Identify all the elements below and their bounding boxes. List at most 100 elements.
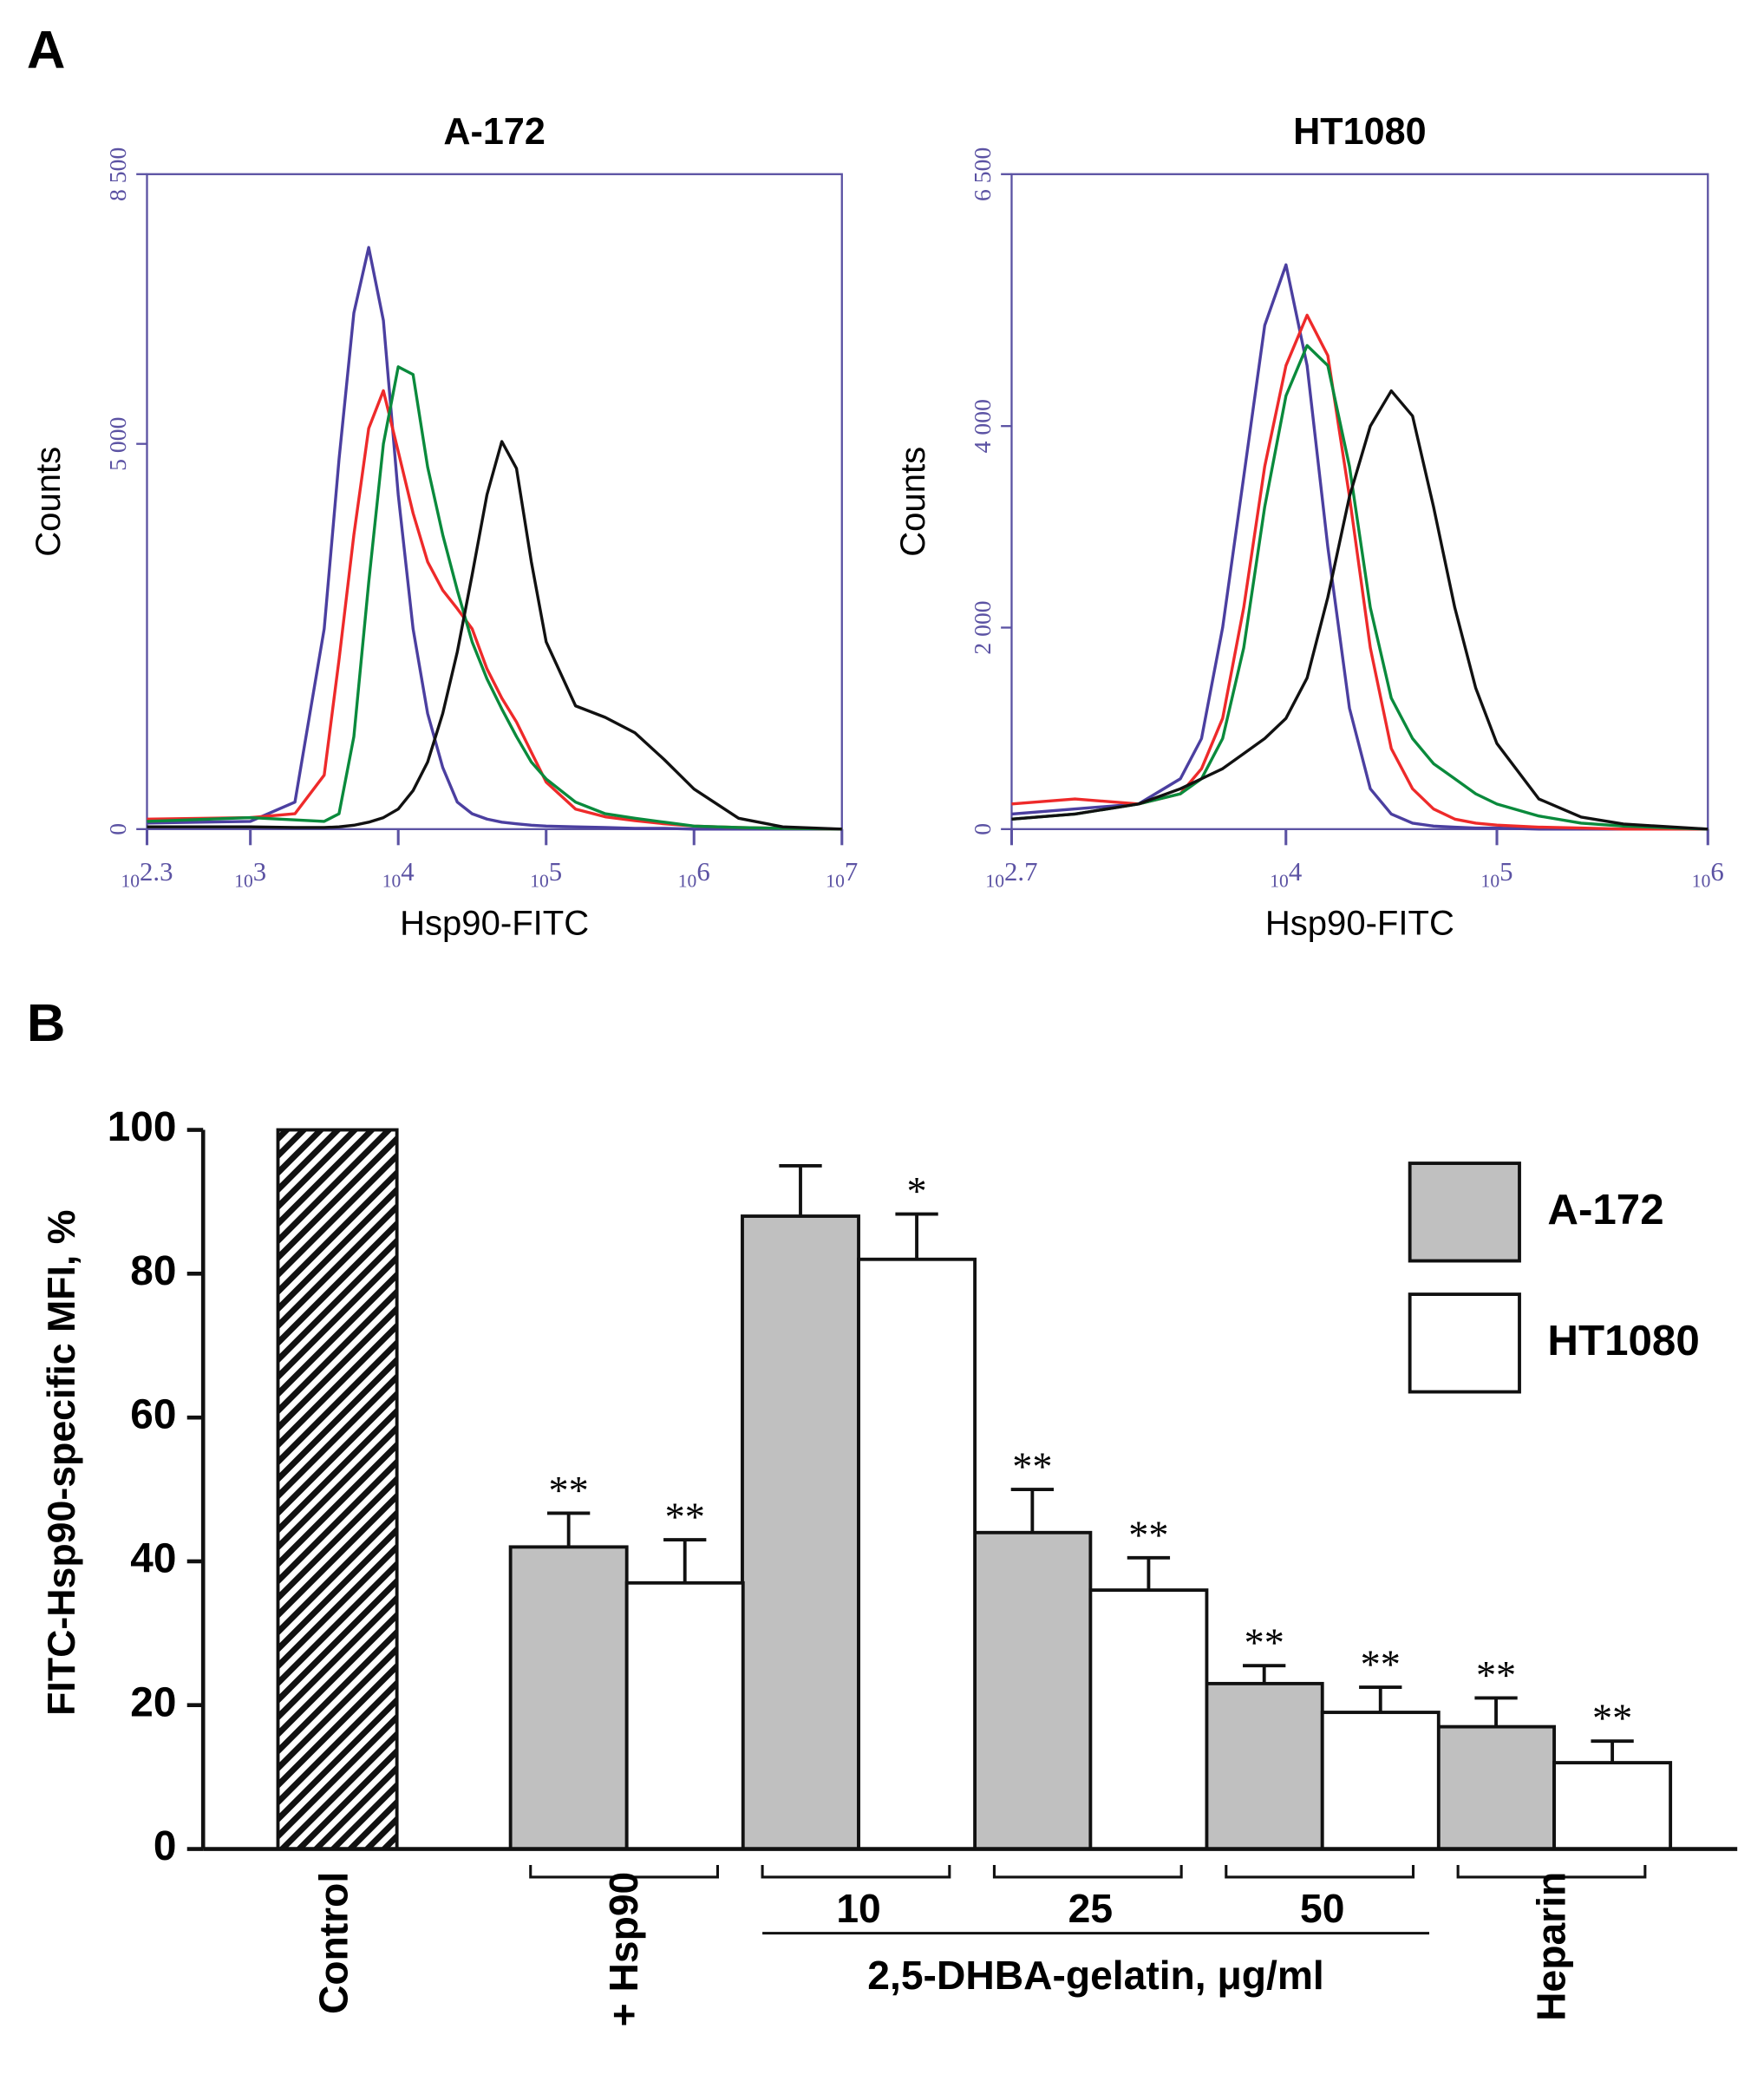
tick-base: 10 xyxy=(826,870,845,891)
error-bar xyxy=(1359,1685,1402,1713)
tick-base: 10 xyxy=(1481,870,1500,891)
tick-exponent: 7 xyxy=(845,857,858,887)
bar xyxy=(508,1545,629,1851)
significance-mark: ** xyxy=(665,1495,705,1539)
x-tick-label: 10 xyxy=(836,1886,880,1931)
error-bar xyxy=(779,1164,822,1217)
chart-title: A-172 xyxy=(443,111,545,153)
tick-base: 10 xyxy=(530,870,549,891)
tick-exponent: 5 xyxy=(1499,857,1512,887)
group-bracket xyxy=(761,1865,951,1879)
x-axis-label: Hsp90-FITC xyxy=(1265,904,1454,942)
group-bracket xyxy=(992,1865,1183,1879)
x-tick-label: Control xyxy=(311,1872,356,2014)
legend-label: A-172 xyxy=(1547,1186,1663,1233)
histogram-line xyxy=(147,245,842,831)
bar xyxy=(1204,1681,1324,1851)
significance-mark: * xyxy=(907,1169,927,1214)
legend-swatch xyxy=(1408,1292,1521,1394)
y-tick-label: 80 xyxy=(130,1248,176,1294)
y-tick-label: 20 xyxy=(130,1679,176,1725)
x-tick-label: 102.7 xyxy=(985,857,1037,891)
error-bar xyxy=(1010,1488,1055,1533)
panel-label: B xyxy=(27,993,66,1053)
histogram-line xyxy=(1011,344,1708,831)
tick-base: 10 xyxy=(382,870,402,891)
bar xyxy=(972,1530,1093,1851)
x-tick-label: 106 xyxy=(1692,857,1724,891)
histogram-line xyxy=(1011,389,1708,831)
tick-exponent: 3 xyxy=(253,857,266,887)
chart-title: HT1080 xyxy=(1293,111,1426,153)
x-axis-label: Hsp90-FITC xyxy=(400,904,589,942)
legend-label: HT1080 xyxy=(1547,1317,1699,1364)
bar xyxy=(741,1214,860,1851)
group-label: 2,5-DHBA-gelatin, μg/ml xyxy=(867,1953,1323,1998)
histogram-line xyxy=(147,389,842,831)
error-bar xyxy=(1474,1696,1518,1727)
tick-exponent: 6 xyxy=(696,857,709,887)
legend-swatch xyxy=(1408,1162,1521,1263)
bar xyxy=(1552,1761,1673,1851)
x-tick-label: Heparin xyxy=(1528,1872,1573,2021)
y-tick-label: 40 xyxy=(130,1536,176,1582)
bar xyxy=(624,1580,745,1851)
y-tick-label: 60 xyxy=(130,1392,176,1438)
y-tick-label: 0 xyxy=(104,823,131,835)
tick-exponent: 2.7 xyxy=(1004,857,1038,887)
x-tick-label: 107 xyxy=(826,857,858,891)
tick-exponent: 4 xyxy=(401,857,414,887)
y-axis-label: Counts xyxy=(894,447,932,557)
error-bar xyxy=(1127,1555,1171,1591)
group-bracket xyxy=(529,1865,720,1879)
x-tick-label: 106 xyxy=(678,857,710,891)
y-tick-label: 8 500 xyxy=(104,147,131,201)
x-tick-label: 25 xyxy=(1068,1886,1113,1931)
x-tick-label: 104 xyxy=(382,857,415,891)
error-bar xyxy=(895,1212,938,1260)
tick-base: 10 xyxy=(121,870,140,891)
error-bar xyxy=(547,1511,591,1548)
x-tick-label: + Hsp90 xyxy=(601,1872,646,2027)
bar xyxy=(1320,1711,1441,1851)
group-bracket xyxy=(1456,1865,1647,1879)
control-bar xyxy=(276,1128,399,1851)
x-tick-label: 50 xyxy=(1300,1886,1344,1931)
tick-exponent: 6 xyxy=(1710,857,1723,887)
error-bar xyxy=(663,1538,707,1583)
tick-exponent: 4 xyxy=(1289,857,1302,887)
error-bar xyxy=(1591,1739,1634,1764)
y-axis-label: Counts xyxy=(29,447,68,557)
histogram-line xyxy=(1011,263,1708,831)
bar xyxy=(1436,1724,1557,1851)
error-bar xyxy=(1243,1664,1286,1684)
y-tick-label: 4 000 xyxy=(969,399,996,453)
histogram-line xyxy=(147,365,842,831)
tick-exponent: 5 xyxy=(549,857,562,887)
x-tick-label: 102.3 xyxy=(121,857,173,891)
bar xyxy=(857,1257,977,1851)
significance-mark: ** xyxy=(1245,1620,1284,1665)
x-tick-label: 105 xyxy=(1481,857,1513,891)
panel-label: A xyxy=(27,20,66,80)
group-bracket xyxy=(1225,1865,1415,1879)
significance-mark: ** xyxy=(1361,1642,1401,1686)
tick-base: 10 xyxy=(1692,870,1711,891)
tick-base: 10 xyxy=(985,870,1004,891)
tick-exponent: 2.3 xyxy=(140,857,173,887)
significance-mark: ** xyxy=(1012,1444,1052,1489)
y-axis-label: FITC-Hsp90-specific MFI, % xyxy=(41,1210,83,1716)
significance-mark: ** xyxy=(1592,1696,1632,1740)
y-tick-label: 2 000 xyxy=(969,600,996,654)
y-tick-label: 0 xyxy=(969,823,996,835)
tick-base: 10 xyxy=(234,870,253,891)
y-tick-label: 100 xyxy=(108,1104,177,1150)
histogram-line xyxy=(147,440,842,831)
bar xyxy=(1088,1588,1209,1851)
significance-mark: ** xyxy=(1476,1652,1516,1697)
y-tick-label: 6 500 xyxy=(969,147,996,201)
tick-base: 10 xyxy=(1270,870,1289,891)
y-tick-label: 0 xyxy=(154,1823,177,1869)
